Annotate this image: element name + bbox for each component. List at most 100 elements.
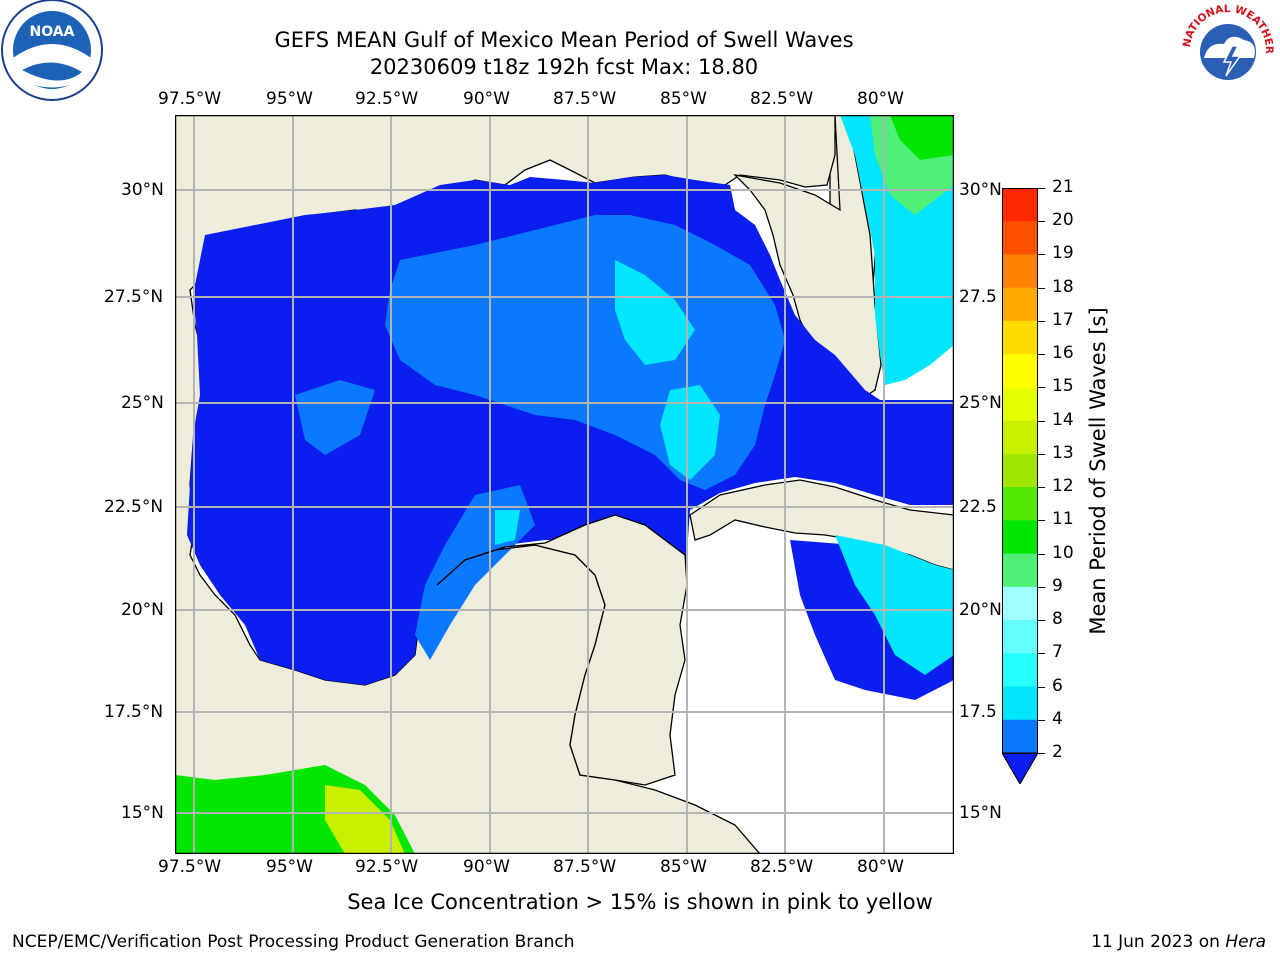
colorbar-tick-label: 9: [1052, 575, 1063, 596]
colorbar-tick-mark: [1038, 453, 1045, 455]
lat-label-right-2: 25°N: [959, 393, 1002, 413]
swell-shading-high-2: [660, 385, 720, 480]
colorbar-tick-mark: [1038, 686, 1045, 688]
colorbar-band: [1002, 719, 1038, 754]
lon-label-top-3: 90°W: [463, 89, 510, 109]
lat-label-left-0: 30°N: [121, 180, 164, 200]
colorbar-band: [1002, 586, 1038, 621]
colorbar-band: [1002, 487, 1038, 521]
colorbar-tick-label: 21: [1052, 177, 1074, 197]
lon-label-top-4: 87.5°W: [553, 89, 617, 109]
colorbar-tick-mark: [1038, 620, 1045, 622]
colorbar-tick-mark: [1038, 254, 1045, 256]
colorbar-tick-mark: [1038, 719, 1045, 721]
colorbar-tick-label: 14: [1052, 409, 1074, 430]
chart-title: GEFS MEAN Gulf of Mexico Mean Period of …: [274, 28, 854, 52]
colorbar-band: [1002, 420, 1038, 455]
colorbar-tick-label: 15: [1052, 376, 1074, 397]
lat-label-left-4: 20°N: [121, 600, 164, 620]
lon-label-bottom-2: 92.5°W: [355, 857, 419, 877]
colorbar-band: [1002, 320, 1038, 355]
colorbar-tick-mark: [1038, 553, 1045, 555]
colorbar-band: [1002, 653, 1038, 688]
colorbar-tick-mark: [1038, 520, 1045, 522]
swell-shading-mid-2: [295, 380, 375, 455]
nws-logo: NATIONAL WEATHER SERVICE: [1174, 0, 1278, 100]
lat-label-left-5: 17.5°N: [104, 702, 164, 722]
lon-label-bottom-3: 90°W: [463, 857, 510, 877]
map-gridlines: [175, 115, 954, 854]
noaa-logo-text: NOAA: [30, 24, 75, 40]
colorbar-band: [1002, 221, 1038, 255]
footer-date: 11 Jun 2023 on: [1091, 932, 1226, 952]
swell-shading-high: [615, 260, 695, 365]
colorbar-tick-mark: [1038, 287, 1045, 289]
lat-label-left-6: 15°N: [121, 803, 164, 823]
colorbar-extension: [1001, 752, 1039, 785]
lon-label-top-0: 97.5°W: [158, 89, 222, 109]
swell-shading-pacific-yellow: [325, 785, 405, 854]
colorbar-band: [1002, 254, 1038, 289]
colorbar-tick-label: 6: [1052, 675, 1063, 696]
colorbar-tick-label: 19: [1052, 243, 1074, 264]
lat-label-left-2: 25°N: [121, 393, 164, 413]
colorbar-band: [1002, 620, 1038, 654]
lat-label-right-5: 17.5: [959, 702, 997, 722]
colorbar-band: [1002, 354, 1038, 388]
colorbar-label-text: Mean Period of Swell Waves [s]: [1086, 307, 1110, 635]
map-panel: [174, 114, 955, 855]
colorbar-tick-label: 13: [1052, 442, 1074, 463]
colorbar-tick-label: 7: [1052, 642, 1063, 663]
colorbar-band: [1002, 686, 1038, 721]
colorbar-tick-label: 10: [1052, 542, 1074, 563]
lat-label-left-3: 22.5°N: [104, 497, 164, 517]
lon-label-top-2: 92.5°W: [355, 89, 419, 109]
map-svg: [174, 114, 955, 855]
colorbar-tick-label: 12: [1052, 476, 1074, 497]
colorbar-tick-label: 8: [1052, 609, 1063, 630]
colorbar-svg: [1001, 188, 1039, 785]
swell-shading-atlantic-bright: [890, 115, 954, 160]
footer-host: Hera: [1225, 932, 1266, 952]
colorbar-tick-mark: [1038, 387, 1045, 389]
lon-label-bottom-7: 80°W: [857, 857, 904, 877]
footer-right: 11 Jun 2023 on Hera: [1091, 932, 1266, 952]
lon-label-top-6: 82.5°W: [750, 89, 814, 109]
colorbar-tick-mark: [1038, 420, 1045, 422]
chart-subtitle: 20230609 t18z 192h fcst Max: 18.80: [369, 55, 759, 79]
colorbar-frame: [1002, 188, 1038, 754]
colorbar-tick-label: 11: [1052, 509, 1074, 530]
colorbar-band: [1002, 387, 1038, 422]
colorbar-band: [1002, 553, 1038, 588]
lon-label-bottom-5: 85°W: [660, 857, 707, 877]
swell-shading-caribbean-cyan: [835, 535, 954, 675]
colorbar-tick-label: 17: [1052, 309, 1074, 330]
lon-label-top-7: 80°W: [857, 89, 904, 109]
lat-label-right-4: 20°N: [959, 600, 1002, 620]
colorbar-band: [1002, 520, 1038, 555]
colorbar-band: [1002, 453, 1038, 488]
colorbar-tick-label: 16: [1052, 343, 1074, 364]
colorbar-tick-mark: [1038, 653, 1045, 655]
lon-label-top-5: 85°W: [660, 89, 707, 109]
footer-left: NCEP/EMC/Verification Post Processing Pr…: [12, 932, 575, 952]
lat-label-right-3: 22.5: [959, 497, 997, 517]
lon-label-bottom-4: 87.5°W: [553, 857, 617, 877]
colorbar-tick-mark: [1038, 586, 1045, 588]
colorbar-tick-label: 4: [1052, 708, 1063, 729]
sea-ice-caption: Sea Ice Concentration > 15% is shown in …: [347, 890, 933, 914]
lon-label-bottom-6: 82.5°W: [750, 857, 814, 877]
lat-label-right-1: 27.5: [959, 287, 997, 307]
colorbar-tick-label: 18: [1052, 276, 1074, 297]
lat-label-left-1: 27.5°N: [104, 287, 164, 307]
colorbar-band: [1002, 287, 1038, 322]
land-yucatan: [436, 514, 688, 786]
colorbar-tick-mark: [1038, 354, 1045, 356]
noaa-logo: NOAA: [0, 0, 104, 104]
colorbar-tick-mark: [1038, 487, 1045, 489]
lon-label-top-1: 95°W: [266, 89, 313, 109]
lon-label-bottom-1: 95°W: [266, 857, 313, 877]
colorbar-tick-mark: [1038, 753, 1045, 754]
colorbar-tick-mark: [1038, 188, 1045, 189]
colorbar-tick-mark: [1038, 320, 1045, 322]
